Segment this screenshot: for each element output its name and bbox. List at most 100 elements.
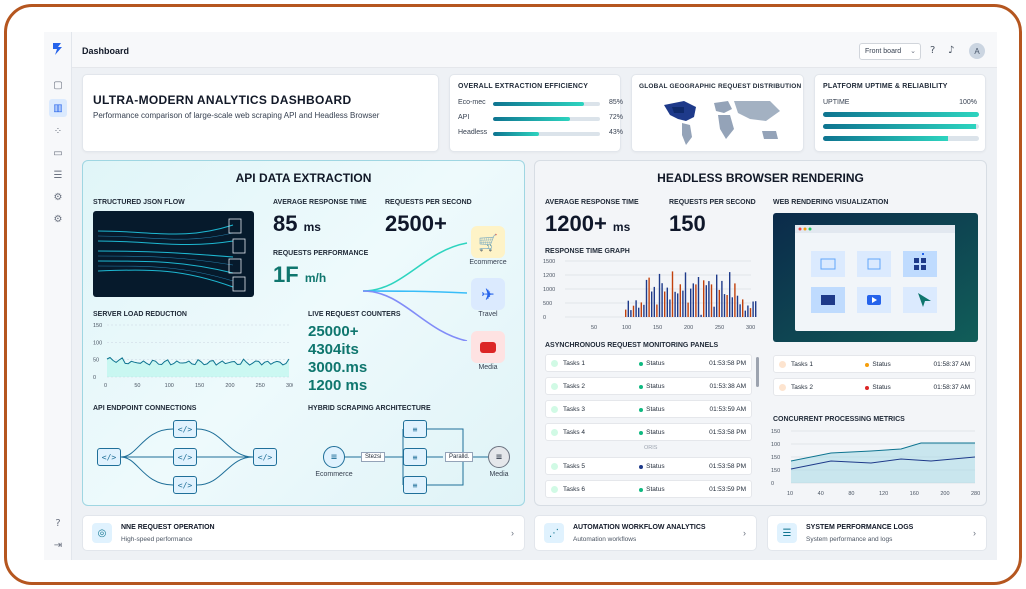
response-bar (674, 291, 676, 317)
task-row[interactable]: Tasks 3 Status 01:53:59 AM (545, 400, 752, 418)
response-bar (747, 305, 749, 317)
response-bar (669, 299, 671, 317)
logout-icon[interactable]: ⇥ (53, 539, 63, 551)
analytics-icon[interactable]: ▥ (49, 99, 67, 117)
category-flow-lines (363, 242, 468, 341)
efficiency-row-percent: 85% (608, 99, 623, 106)
sidebar: ▢ ▥ ⁘ ▭ ☰ ⚙ ⚙ ? ⇥ (44, 32, 72, 560)
json-flow-visual (93, 211, 254, 297)
board-select[interactable]: Front board ⌄ (859, 43, 921, 60)
response-bar (726, 295, 728, 317)
hybrid-node: ≡ (403, 420, 427, 438)
y-tick-label: 1500 (543, 259, 555, 265)
task-status-dot (551, 486, 558, 493)
response-bar (723, 294, 726, 317)
avatar[interactable]: A (969, 43, 985, 59)
task-row[interactable]: Tasks 1 Status 01:58:37 AM (773, 355, 976, 373)
task-status: Status (646, 429, 665, 436)
response-bar (731, 297, 733, 317)
task-row[interactable]: Tasks 2 Status 01:58:37 AM (773, 378, 976, 396)
headless-avg-number: 1200+ (545, 211, 607, 236)
task-status: Status (872, 384, 891, 391)
task-time: 01:58:37 AM (933, 361, 971, 368)
bottom-card-logs[interactable]: ☰ SYSTEM PERFORMANCE LOGS System perform… (767, 515, 987, 551)
travel-icon[interactable]: ✈ (471, 278, 505, 310)
database-icon: ≡ (323, 446, 345, 468)
top-bar: Dashboard Front board ⌄ ? ♪ A (72, 32, 997, 68)
uptime-fill (823, 124, 976, 129)
task-scrollbar[interactable] (756, 357, 759, 387)
live-counter: 1200 ms (308, 377, 368, 394)
live-counter: 4304its (308, 341, 359, 358)
task-row[interactable]: Tasks 2 Status 01:53:38 AM (545, 377, 752, 395)
response-bar (671, 271, 674, 317)
target-icon: ◎ (92, 523, 112, 543)
x-tick-label: 300 (746, 325, 755, 331)
response-bar (682, 290, 684, 317)
response-bar (749, 308, 752, 317)
document-icon[interactable]: ☰ (53, 169, 63, 181)
bottom-card-automation[interactable]: ⋰ AUTOMATION WORKFLOW ANALYTICS Automati… (534, 515, 757, 551)
uptime-fill (823, 112, 979, 117)
hybrid-tag: Paralld. (445, 452, 474, 462)
task-row[interactable]: Tasks 1 Status 01:53:58 PM (545, 354, 752, 372)
bottom-card-subtitle: High-speed performance (121, 536, 193, 543)
uptime-track (823, 112, 979, 117)
grid-icon[interactable]: ⁘ (53, 125, 63, 137)
response-bar (734, 283, 736, 317)
task-name: Tasks 1 (563, 360, 586, 367)
settings-icon[interactable]: ⚙ (53, 213, 63, 225)
x-tick-label: 150 (653, 325, 662, 331)
hybrid-tag: Stezsi (361, 452, 386, 462)
bottom-card-request[interactable]: ◎ NNE REQUEST OPERATION High-speed perfo… (82, 515, 525, 551)
task-status: Status (872, 361, 891, 368)
api-avg-unit: ms (303, 220, 321, 234)
task-row[interactable]: Tasks 6 Status 01:53:59 PM (545, 480, 752, 498)
y-tick-label: 150 (93, 323, 102, 329)
board-select-value: Front board (865, 48, 902, 55)
task-row[interactable]: Tasks 4 Status 01:53:58 PM (545, 423, 752, 441)
status-indicator-icon (639, 431, 644, 435)
ecommerce-icon[interactable]: 🛒 (471, 226, 505, 258)
headless-title: HEADLESS BROWSER RENDERING (657, 171, 864, 185)
help-icon[interactable]: ? (55, 517, 61, 529)
response-bar (635, 300, 637, 317)
y-tick-label: 500 (543, 301, 552, 307)
hybrid-left-label: Ecommerce (315, 471, 353, 478)
database-icon: ≡ (488, 446, 510, 468)
x-tick-label: 100 (622, 325, 631, 331)
server-load-area (107, 357, 289, 377)
web-rendering-visual (773, 213, 978, 342)
help-circle-icon[interactable]: ? (930, 45, 936, 56)
task-time: 01:53:59 PM (709, 486, 746, 493)
x-tick-label: 200 (225, 383, 234, 389)
task-name: Tasks 4 (563, 429, 586, 436)
home-icon[interactable]: ▢ (53, 79, 63, 91)
response-bar (666, 287, 668, 317)
bell-icon[interactable]: ♪ (948, 45, 955, 56)
response-time-chart: 1500 1200 1000 500 0 50 100 150 200 250 300 (543, 259, 757, 331)
efficiency-row: API 72% (458, 114, 623, 124)
response-bar (700, 314, 702, 317)
uptime-fill (823, 136, 948, 141)
response-bar (752, 301, 754, 317)
status-indicator-icon (639, 362, 644, 366)
response-bar (710, 284, 713, 317)
response-bar (742, 299, 744, 317)
graph-label: RESPONSE TIME GRAPH (545, 248, 630, 255)
gear-icon[interactable]: ⚙ (53, 191, 63, 203)
media-icon[interactable] (471, 331, 505, 363)
hybrid-right-label: Media (489, 471, 509, 478)
efficiency-fill (493, 102, 584, 106)
api-perf-number: 1F (273, 262, 299, 287)
uptime-label: UPTIME (823, 99, 850, 106)
task-time: 01:53:58 PM (709, 429, 746, 436)
y-tick-label: 0 (771, 481, 774, 487)
headless-avg-unit: ms (612, 220, 631, 234)
x-tick-label: 100 (165, 383, 174, 389)
json-flow-label: STRUCTURED JSON FLOW (93, 199, 185, 206)
task-status-dot (551, 360, 558, 367)
browser-icon[interactable]: ▭ (53, 147, 63, 159)
task-time: 01:58:37 AM (933, 384, 971, 391)
task-row[interactable]: Tasks 5 Status 01:53:58 PM (545, 457, 752, 475)
